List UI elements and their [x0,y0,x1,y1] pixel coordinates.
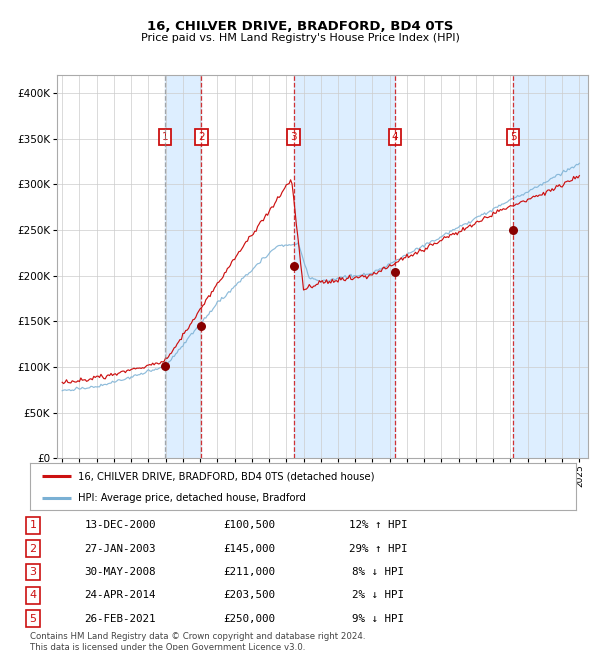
Bar [513,75,588,458]
Text: 30-MAY-2008: 30-MAY-2008 [84,567,156,577]
Text: 13-DEC-2000: 13-DEC-2000 [84,520,156,530]
Text: £250,000: £250,000 [223,614,275,624]
Text: 4: 4 [392,132,398,142]
Text: 4: 4 [29,590,37,601]
Text: 8% ↓ HPI: 8% ↓ HPI [352,567,404,577]
Text: 16, CHILVER DRIVE, BRADFORD, BD4 0TS (detached house): 16, CHILVER DRIVE, BRADFORD, BD4 0TS (de… [78,471,374,481]
Text: 24-APR-2014: 24-APR-2014 [84,590,156,601]
Text: £145,000: £145,000 [223,543,275,554]
Text: 2: 2 [29,543,37,554]
Text: 2: 2 [198,132,205,142]
Text: £100,500: £100,500 [223,520,275,530]
Bar [165,75,202,458]
Text: This data is licensed under the Open Government Licence v3.0.: This data is licensed under the Open Gov… [30,644,305,650]
Text: 1: 1 [161,132,168,142]
Text: 5: 5 [509,132,517,142]
Text: Contains HM Land Registry data © Crown copyright and database right 2024.: Contains HM Land Registry data © Crown c… [30,632,365,641]
Text: 27-JAN-2003: 27-JAN-2003 [84,543,156,554]
Text: 2% ↓ HPI: 2% ↓ HPI [352,590,404,601]
Text: 1: 1 [29,520,37,530]
Bar [293,75,395,458]
Text: 16, CHILVER DRIVE, BRADFORD, BD4 0TS: 16, CHILVER DRIVE, BRADFORD, BD4 0TS [147,20,453,32]
Text: HPI: Average price, detached house, Bradford: HPI: Average price, detached house, Brad… [78,493,306,502]
Text: £211,000: £211,000 [223,567,275,577]
Text: £203,500: £203,500 [223,590,275,601]
Text: 29% ↑ HPI: 29% ↑ HPI [349,543,407,554]
Text: 12% ↑ HPI: 12% ↑ HPI [349,520,407,530]
Text: 9% ↓ HPI: 9% ↓ HPI [352,614,404,624]
Text: 26-FEB-2021: 26-FEB-2021 [84,614,156,624]
Text: 3: 3 [29,567,37,577]
Text: 3: 3 [290,132,297,142]
Text: Price paid vs. HM Land Registry's House Price Index (HPI): Price paid vs. HM Land Registry's House … [140,32,460,43]
Text: 5: 5 [29,614,37,624]
